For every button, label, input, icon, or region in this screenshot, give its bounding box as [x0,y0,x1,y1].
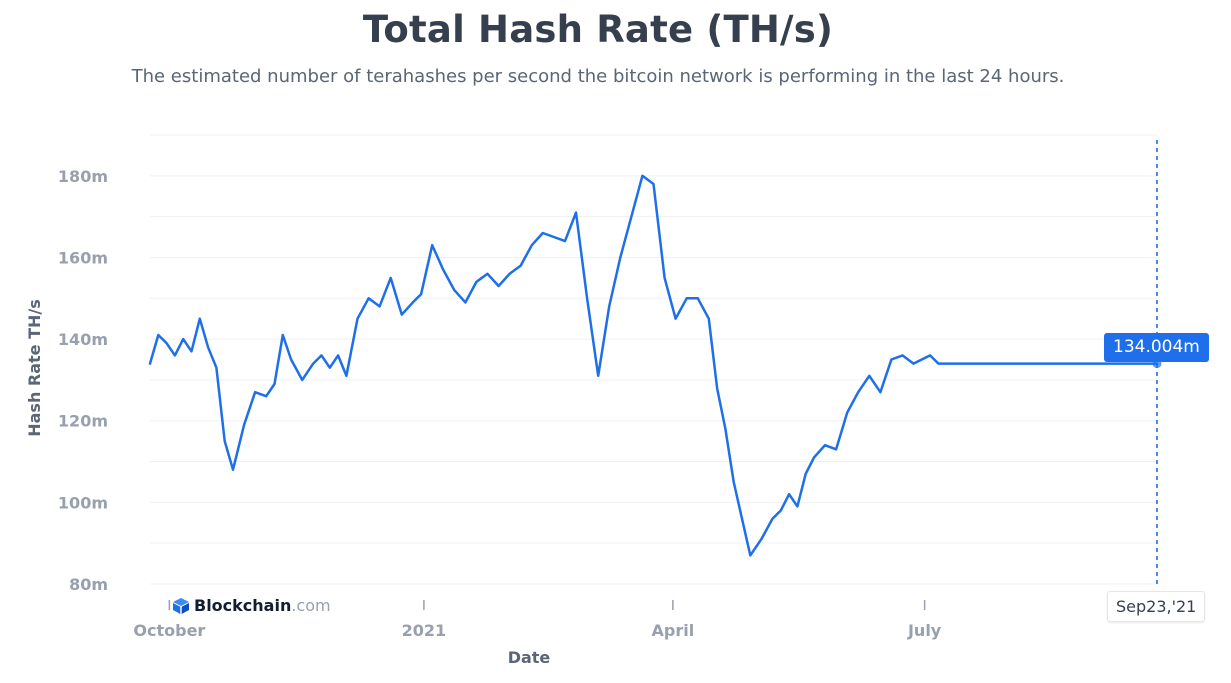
x-tick-label: April [652,621,695,640]
x-tick-label: October [133,621,205,640]
x-axis-ticks: October 2021 April July [133,600,942,640]
y-tick-label: 120m [58,412,108,431]
x-axis-title: Date [508,648,551,667]
brand-name: Blockchain [194,596,292,615]
x-tick-label: July [907,621,942,640]
hash-rate-series-line[interactable] [148,174,1159,557]
grid-lines [150,134,1157,585]
hover-date-label: Sep23,'21 [1107,591,1206,622]
y-tick-label: 100m [58,493,108,512]
brand-suffix: .com [291,596,331,615]
y-tick-label: 140m [58,330,108,349]
y-tick-label: 180m [58,167,108,186]
y-axis-ticks: 80m 100m 120m 140m 160m 180m [58,167,108,594]
x-tick-label: 2021 [402,621,447,640]
y-tick-label: 160m [58,248,108,267]
series-layer [148,174,1159,557]
blockchain-cube-icon [173,597,189,614]
chart-title: Total Hash Rate (TH/s) [362,8,834,51]
chart-subtitle: The estimated number of terahashes per s… [131,66,1065,87]
y-axis-title: Hash Rate TH/s [25,299,44,437]
y-tick-label: 80m [69,575,108,594]
blockchain-logo[interactable]: Blockchain .com [172,596,331,615]
hover-value-tooltip: 134.004m [1104,333,1209,362]
